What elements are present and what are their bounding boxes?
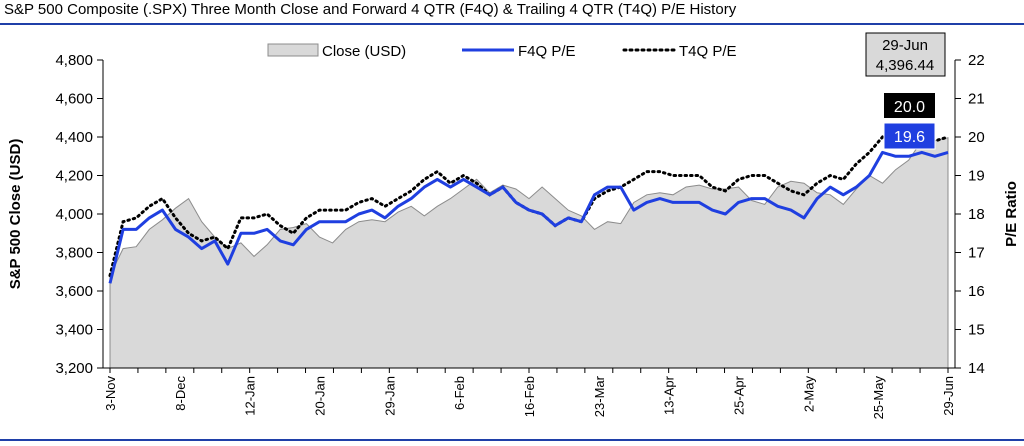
right-y-tick-label: 20 <box>968 129 985 146</box>
x-tick-label: 16-Feb <box>522 376 537 417</box>
legend-f4q-label: F4Q P/E <box>518 43 576 60</box>
x-tick-label: 29-Jan <box>382 376 397 416</box>
right-y-ticks: 14 15 16 17 18 19 20 21 22 <box>955 52 985 377</box>
t4q-badge-value: 20.0 <box>894 99 925 116</box>
chart-title: S&P 500 Composite (.SPX) Three Month Clo… <box>4 1 737 18</box>
left-y-tick-label: 3,600 <box>55 283 93 300</box>
x-tick-label: 23-Mar <box>592 375 607 417</box>
x-ticks: 3-Nov 8-Dec 12-Jan 20-Jan 29-Jan 6-Feb 16-Feb 2… <box>103 368 956 419</box>
legend-close-swatch <box>267 43 319 57</box>
x-tick-label: 25-Apr <box>732 375 747 415</box>
x-tick-label: 20-Jan <box>313 376 328 416</box>
right-y-tick-label: 18 <box>968 206 985 223</box>
right-axis-title: P/E Ratio <box>1003 181 1020 247</box>
pe-badges: 20.0 19.6 <box>883 93 936 150</box>
left-y-ticks: 3,200 3,400 3,600 3,800 4,000 4,200 4,400 4,600… <box>55 52 103 377</box>
pe-lines-layer <box>108 135 950 284</box>
x-tick-label: 29-Jun <box>941 376 956 416</box>
right-y-tick-label: 21 <box>968 91 985 108</box>
x-tick-label: 2-May <box>801 376 816 413</box>
latest-close-date: 29-Jun <box>882 37 928 54</box>
bottom-rule <box>0 439 1024 441</box>
x-tick-label: 6-Feb <box>452 376 467 410</box>
latest-close-box: 29-Jun 4,396.44 <box>865 32 946 77</box>
right-y-tick-label: 17 <box>968 245 985 262</box>
x-tick-label: 8-Dec <box>173 376 188 411</box>
f4q-badge-value: 19.6 <box>894 129 925 146</box>
latest-close-box-bg <box>865 32 946 77</box>
top-rule <box>0 23 1024 25</box>
left-y-tick-label: 3,200 <box>55 360 93 377</box>
right-y-tick-label: 14 <box>968 360 985 377</box>
t4q-badge-bg <box>884 93 935 118</box>
left-y-tick-label: 3,400 <box>55 322 93 339</box>
legend-t4q-label: T4Q P/E <box>679 43 737 60</box>
left-y-tick-label: 4,800 <box>55 52 93 69</box>
x-tick-label: 12-Jan <box>243 376 258 416</box>
right-y-tick-label: 19 <box>968 168 985 185</box>
close-area <box>109 137 949 369</box>
close-area-layer <box>109 137 949 369</box>
left-y-tick-label: 4,000 <box>55 206 93 223</box>
right-y-tick-label: 15 <box>968 322 985 339</box>
legend: Close (USD) F4Q P/E T4Q P/E <box>267 43 737 60</box>
latest-close-value: 4,396.44 <box>876 57 934 74</box>
left-y-tick-label: 4,200 <box>55 168 93 185</box>
x-tick-label: 13-Apr <box>662 375 677 415</box>
left-axis-title: S&P 500 Close (USD) <box>7 139 24 290</box>
legend-close-label: Close (USD) <box>322 43 406 60</box>
right-y-tick-label: 16 <box>968 283 985 300</box>
f4q-badge-bg <box>883 122 936 150</box>
left-y-tick-label: 4,600 <box>55 91 93 108</box>
right-y-tick-label: 22 <box>968 52 985 69</box>
x-tick-label: 3-Nov <box>103 376 118 411</box>
x-tick-label: 25-May <box>871 376 886 420</box>
left-y-tick-label: 3,800 <box>55 245 93 262</box>
left-y-tick-label: 4,400 <box>55 129 93 146</box>
f4q-line <box>108 150 949 284</box>
